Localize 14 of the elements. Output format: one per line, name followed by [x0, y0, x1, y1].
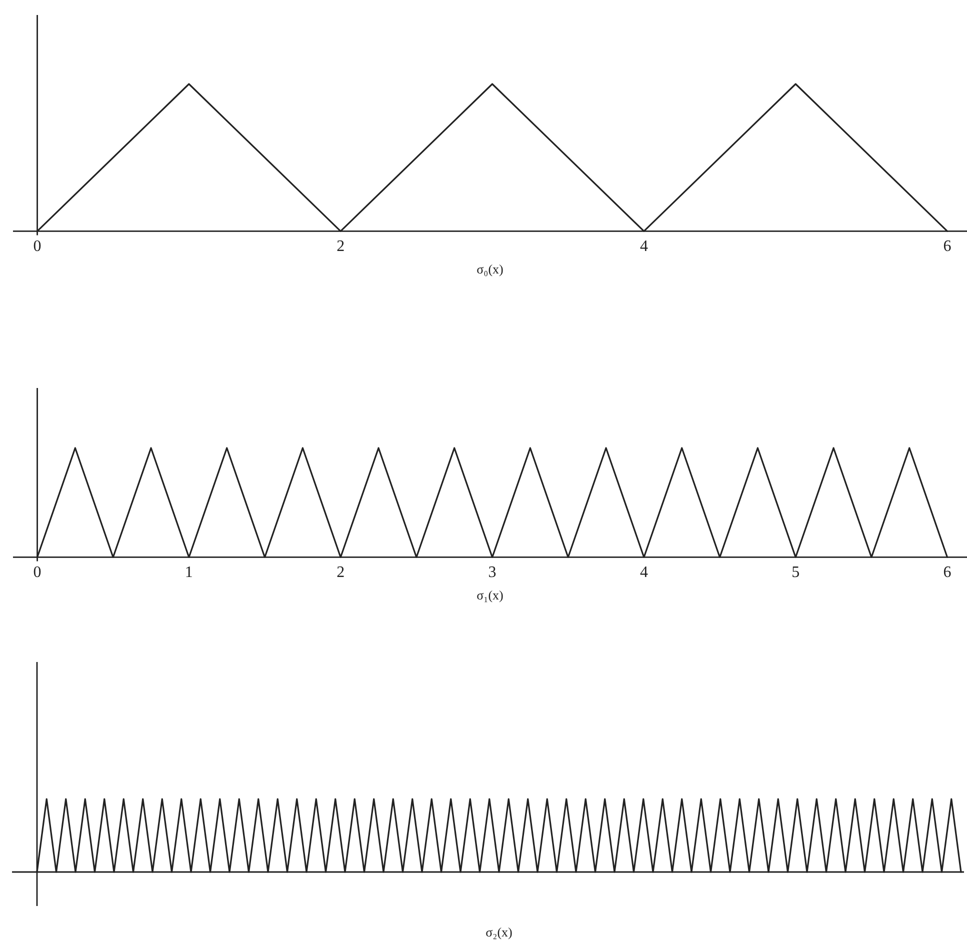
x-tick-label: 1 [184, 564, 193, 582]
x-axis-title: σ₂(x) [486, 924, 512, 940]
x-tick-label: 2 [336, 564, 345, 582]
x-tick-label: 0 [33, 564, 42, 582]
x-axis-title: σ₁(x) [476, 588, 504, 603]
x-tick-label: 6 [943, 564, 952, 582]
x-tick-label: 4 [640, 564, 648, 582]
x-tick-label: 2 [336, 238, 345, 256]
x-tick-label: 3 [488, 564, 496, 582]
x-tick-label: 5 [792, 564, 800, 582]
x-axis-title: σ₀(x) [476, 262, 504, 277]
x-tick-label: 4 [640, 238, 648, 256]
x-tick-label: 6 [943, 238, 952, 256]
x-tick-label: 0 [33, 238, 42, 256]
